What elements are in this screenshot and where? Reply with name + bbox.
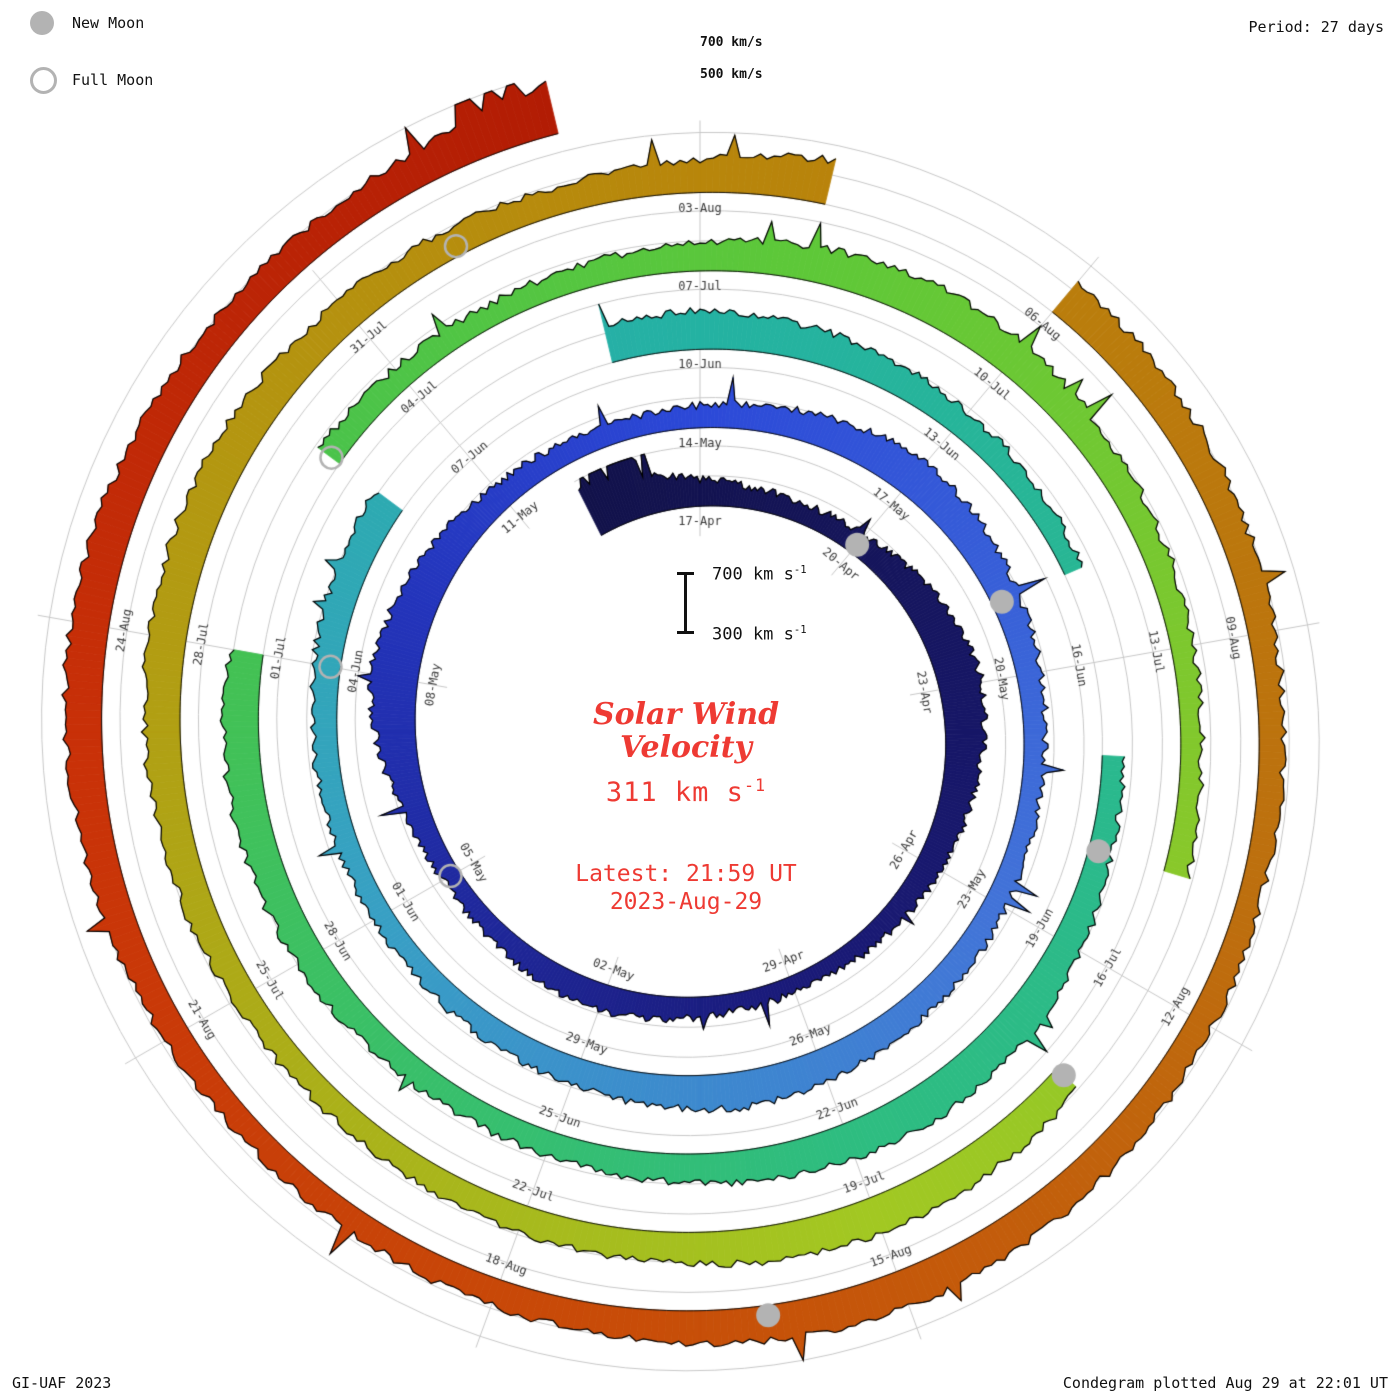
latest-time-line: Latest: 21:59 UT (575, 861, 797, 887)
latest-date-line: 2023-Aug-29 (609, 889, 763, 915)
current-velocity-sup: -1 (743, 775, 767, 795)
velocity-scale-bar (677, 572, 694, 634)
scale-hi-text: 700 km s (712, 564, 794, 585)
current-velocity-value: 311 km s-1 (0, 775, 1372, 808)
new-moon-icon (30, 11, 54, 35)
scale-hi-sup: -1 (793, 564, 807, 576)
chart-title-line1: Solar Wind (592, 697, 780, 732)
chart-title: Solar Wind Velocity (0, 698, 1372, 764)
gridline-700-label: 700 km/s (700, 35, 763, 50)
scale-lo-sup: -1 (793, 624, 807, 636)
period-label: Period: 27 days (1248, 18, 1384, 36)
scale-lo-label: 300 km s-1 (712, 624, 807, 645)
current-velocity-text: 311 km s (605, 777, 744, 808)
legend-new-moon-label: New Moon (72, 14, 145, 32)
gridline-500-label: 500 km/s (700, 67, 763, 82)
legend-full-moon-label: Full Moon (72, 71, 154, 89)
full-moon-icon (30, 67, 57, 94)
footer-plotted-label: Condegram plotted Aug 29 at 22:01 UT (1062, 1374, 1388, 1392)
latest-timestamp: Latest: 21:59 UT 2023-Aug-29 (0, 860, 1372, 916)
scale-hi-label: 700 km s-1 (712, 564, 807, 585)
scale-lo-text: 300 km s (712, 624, 794, 645)
chart-title-line2: Velocity (620, 730, 752, 765)
credit-label: GI-UAF 2023 (12, 1374, 112, 1392)
